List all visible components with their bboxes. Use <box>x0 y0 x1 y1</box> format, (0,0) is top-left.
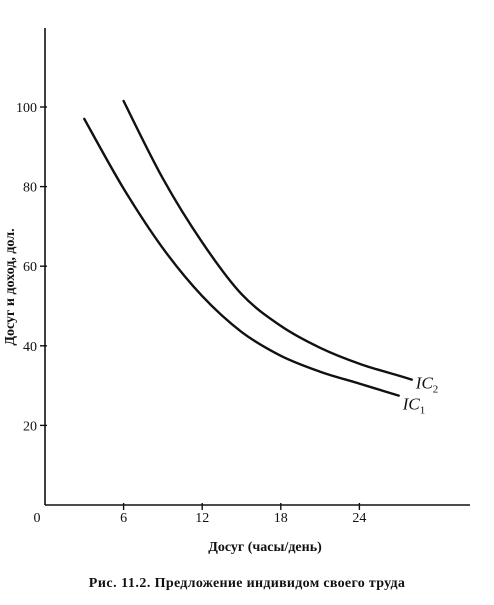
y-tick-label: 40 <box>23 340 37 355</box>
y-tick-label: 20 <box>23 419 37 434</box>
x-axis-label: Досуг (часы/день) <box>208 540 322 555</box>
x-tick-label: 12 <box>195 511 209 526</box>
curve-label-subscript: 2 <box>433 384 439 396</box>
curve-label-main: IC <box>415 374 434 393</box>
x-tick-label: 6 <box>120 511 127 526</box>
curve-label-subscript: 1 <box>420 405 426 417</box>
curve-label-main: IC <box>402 395 421 414</box>
figure-number: Рис. 11.2. <box>88 576 151 591</box>
x-tick-label: 24 <box>352 511 366 526</box>
y-axis-label: Досуг и доход, дол. <box>3 228 18 346</box>
curve-label-ic1: IC1 <box>402 395 426 417</box>
y-tick-label: 60 <box>23 260 37 275</box>
curve-ic1 <box>83 117 400 397</box>
curves <box>83 99 413 397</box>
figure-caption: Рис. 11.2. Предложение индивидом своего … <box>0 576 494 592</box>
y-tick-label: 100 <box>16 101 37 116</box>
figure-caption-text: Предложение индивидом своего труда <box>154 576 406 591</box>
curve-label-ic2: IC2 <box>415 374 439 396</box>
tick-marks: 20 40 60 80 100 0 6 12 18 24 <box>16 101 366 526</box>
x-tick-label: 0 <box>34 511 41 526</box>
x-tick-label: 18 <box>274 511 288 526</box>
axes <box>44 28 470 506</box>
y-tick-label: 80 <box>23 181 37 196</box>
curve-ic2 <box>122 99 413 381</box>
